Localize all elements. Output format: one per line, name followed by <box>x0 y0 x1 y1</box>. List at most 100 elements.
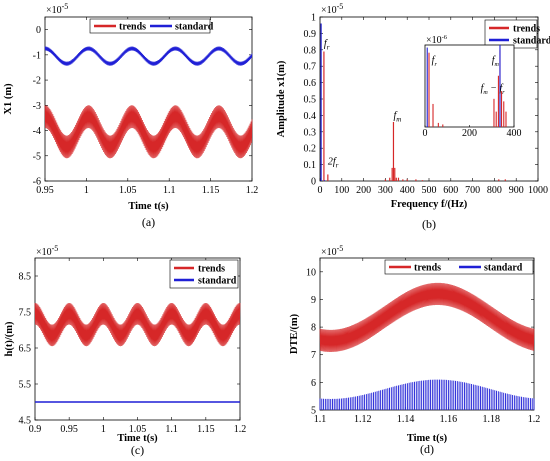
x-tick-label: 1.05 <box>129 424 147 435</box>
x-tick-label: 100 <box>334 185 349 196</box>
annotation-text: f <box>324 39 328 50</box>
x-tick-label: 1.16 <box>440 414 458 425</box>
x-tick-label: 1 <box>101 424 106 435</box>
x-tick-label: 800 <box>487 185 502 196</box>
axis-exponent-power: -5 <box>337 2 344 11</box>
x-tick-label: 1.05 <box>119 185 137 196</box>
y-tick-label: 5 <box>311 406 316 417</box>
y-tick-label: 7.5 <box>19 308 32 319</box>
annotation: fm − fr <box>481 83 506 96</box>
series-line-trends <box>44 105 253 159</box>
y-axis-label: Amplitude x1(m) <box>276 60 287 137</box>
legend-label-standard: standard <box>175 22 214 33</box>
y-tick-label: 5.5 <box>19 380 32 391</box>
y-tick-label: 10 <box>306 267 316 278</box>
y-tick-label: 4.5 <box>19 416 32 427</box>
x-tick-label: 1000 <box>528 185 548 196</box>
x-tick-label: 0.95 <box>60 424 78 435</box>
y-tick-label: 8 <box>311 323 316 334</box>
x-tick-label: 1.1 <box>165 424 178 435</box>
y-axis-label: h(t)/(m) <box>4 321 15 356</box>
x-tick-label: 1.15 <box>202 185 220 196</box>
x-axis-label: Time t(s) <box>117 433 158 444</box>
x-tick-label: 1.18 <box>482 414 500 425</box>
x-tick-label: 1 <box>84 185 89 196</box>
series-line-trends <box>319 282 535 352</box>
x-tick-label: 600 <box>443 185 458 196</box>
annotation-text: f <box>481 83 485 94</box>
x-tick-label: 900 <box>509 185 524 196</box>
panel-d-chart: 1.1 1.12 1.14 1.16 1.18 1.2 5 6 7 8 9 10 trends stand… <box>289 244 540 456</box>
axis-exponent: ×10-5 <box>321 244 343 258</box>
annotation-subscript: m <box>396 116 401 124</box>
legend-label-trends: trends <box>513 24 540 35</box>
annotation-text: f <box>492 55 496 66</box>
annotation-subscript: r <box>434 62 437 68</box>
y-tick-label: 0.5 <box>304 95 317 106</box>
x-axis-label: Frequency f/(Hz) <box>391 199 468 210</box>
panel-b-chart: 0 100 200 300 400 500 600 700 800 900 1000 0 0.1 0.2 0… <box>276 2 550 231</box>
x-tick-label: 1.2 <box>234 424 247 435</box>
axis-exponent-base: ×10 <box>36 247 52 258</box>
y-tick-label: 0.1 <box>304 160 317 171</box>
x-tick-label: 1.2 <box>246 185 259 196</box>
annotation-subscript: r <box>327 44 330 52</box>
legend-label-trends: trends <box>198 264 225 275</box>
y-tick-label: 9 <box>311 295 316 306</box>
axis-exponent-base: ×10 <box>46 5 62 16</box>
annotation-subscript: m <box>495 62 500 68</box>
axis-exponent-power: -5 <box>52 244 59 253</box>
y-tick-label: 0 <box>311 177 316 188</box>
inset-x-tick-label: 0 <box>423 128 428 139</box>
panel-label: (b) <box>422 217 436 231</box>
y-tick-label: 0.3 <box>304 127 317 138</box>
legend-label-trends: trends <box>414 263 441 274</box>
annotation: fm <box>393 111 401 124</box>
y-tick-label: -6 <box>33 177 41 188</box>
panel-label: (a) <box>142 215 155 229</box>
y-tick-label: 0.7 <box>304 62 317 73</box>
legend-label-standard: standard <box>513 36 550 47</box>
panel-label: (d) <box>420 442 434 456</box>
x-tick-label: 300 <box>378 185 393 196</box>
annotation-text: − f <box>488 83 504 94</box>
x-tick-label: 1.15 <box>197 424 215 435</box>
series-line-trends <box>34 302 241 347</box>
annotation: fr <box>324 39 330 52</box>
axis-exponent: ×10-5 <box>36 244 58 258</box>
x-tick-label: 700 <box>465 185 480 196</box>
axis-exponent-base: ×10 <box>321 5 337 16</box>
inset-x-tick-label: 400 <box>507 128 522 139</box>
annotation: fr <box>432 55 438 68</box>
y-tick-label: 7 <box>311 350 316 361</box>
x-tick-label: 400 <box>400 185 415 196</box>
legend-label-standard: standard <box>198 276 237 287</box>
annotation-subscript: m <box>483 90 488 96</box>
y-tick-label: 0.2 <box>304 144 317 155</box>
axis-exponent-base: ×10 <box>426 35 442 46</box>
y-tick-label: -3 <box>33 101 41 112</box>
x-tick-label: 500 <box>422 185 437 196</box>
x-axis-label: Time t(s) <box>128 201 169 212</box>
plot-area <box>44 16 253 182</box>
y-tick-label: 0.6 <box>304 78 317 89</box>
y-axis-label: DTE/(m) <box>289 313 300 354</box>
y-tick-label: 0.8 <box>304 45 317 56</box>
x-tick-label: 0.95 <box>36 185 54 196</box>
inset-plot-area <box>424 44 515 128</box>
axis-exponent-power: -6 <box>442 34 448 41</box>
y-tick-label: 0.9 <box>304 29 317 40</box>
x-tick-label: 1.1 <box>314 414 327 425</box>
x-tick-label: 1.14 <box>397 414 415 425</box>
axis-exponent: ×10-6 <box>426 34 448 46</box>
legend <box>484 19 538 49</box>
annotation: fm <box>492 55 500 68</box>
panel-c-chart: 0.9 0.95 1 1.05 1.1 1.15 1.2 4.5 5.5 6.5 7.5 8.5 tre… <box>4 244 246 457</box>
y-tick-label: 6.5 <box>19 344 32 355</box>
axis-exponent: ×10-5 <box>46 2 68 16</box>
x-tick-label: 0.9 <box>29 424 42 435</box>
x-tick-label: 1.2 <box>528 414 541 425</box>
annotation-text: f <box>432 55 436 66</box>
panel-label: (c) <box>131 443 144 457</box>
panel-a-chart: 0.95 1 1.05 1.1 1.15 1.2 -6 -5 -4 -3 -2 -1 0 trends st… <box>3 2 258 229</box>
